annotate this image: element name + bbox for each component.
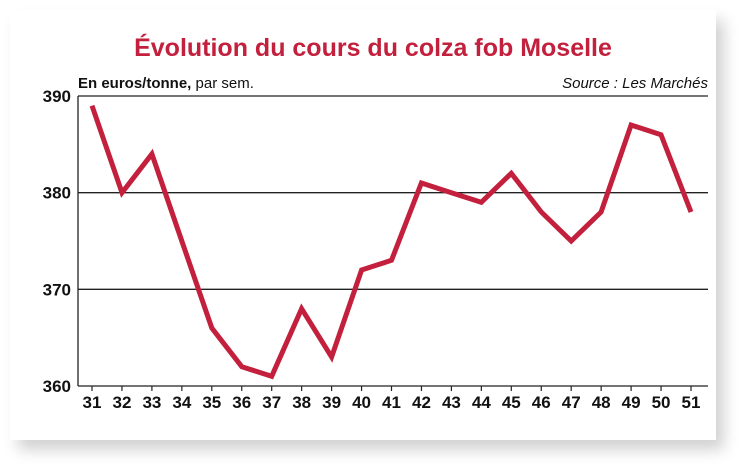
x-tick-38: 38 bbox=[292, 393, 311, 412]
x-tick-50: 50 bbox=[652, 393, 671, 412]
x-tick-51: 51 bbox=[682, 393, 701, 412]
x-tick-48: 48 bbox=[592, 393, 611, 412]
x-tick-45: 45 bbox=[502, 393, 521, 412]
y-unit-label-rest: par sem. bbox=[191, 75, 254, 92]
y-tick-360: 360 bbox=[43, 377, 71, 396]
x-tick-44: 44 bbox=[472, 393, 491, 412]
x-tick-33: 33 bbox=[142, 393, 161, 412]
y-tick-380: 380 bbox=[43, 184, 71, 203]
y-unit-label: En euros/tonne, par sem. bbox=[78, 75, 254, 92]
x-tick-40: 40 bbox=[352, 393, 371, 412]
chart-title: Évolution du cours du colza fob Moselle bbox=[134, 33, 612, 62]
series-layer bbox=[89, 104, 694, 380]
y-unit-label-bold: En euros/tonne, bbox=[78, 75, 191, 92]
axes bbox=[77, 96, 708, 391]
x-tick-32: 32 bbox=[112, 393, 131, 412]
chart-card bbox=[10, 10, 716, 440]
x-tick-42: 42 bbox=[412, 393, 431, 412]
x-tick-35: 35 bbox=[202, 393, 221, 412]
x-tick-34: 34 bbox=[172, 393, 191, 412]
x-tick-36: 36 bbox=[232, 393, 251, 412]
x-tick-31: 31 bbox=[83, 393, 102, 412]
x-tick-41: 41 bbox=[382, 393, 401, 412]
grid-lines bbox=[78, 95, 708, 290]
x-tick-46: 46 bbox=[532, 393, 551, 412]
x-tick-49: 49 bbox=[622, 393, 641, 412]
y-tick-370: 370 bbox=[43, 280, 71, 299]
x-tick-47: 47 bbox=[562, 393, 581, 412]
x-tick-43: 43 bbox=[442, 393, 461, 412]
x-tick-labels: 31 32 33 34 35 36 37 38 39 40 41 42 43 44 45 46 47 48 49 50… bbox=[83, 393, 701, 412]
x-tick-39: 39 bbox=[322, 393, 341, 412]
x-tick-37: 37 bbox=[262, 393, 281, 412]
source-label: Source : Les Marchés bbox=[562, 75, 708, 92]
y-tick-labels: 360 370 380 390 bbox=[43, 87, 71, 396]
y-tick-390: 390 bbox=[43, 87, 71, 106]
